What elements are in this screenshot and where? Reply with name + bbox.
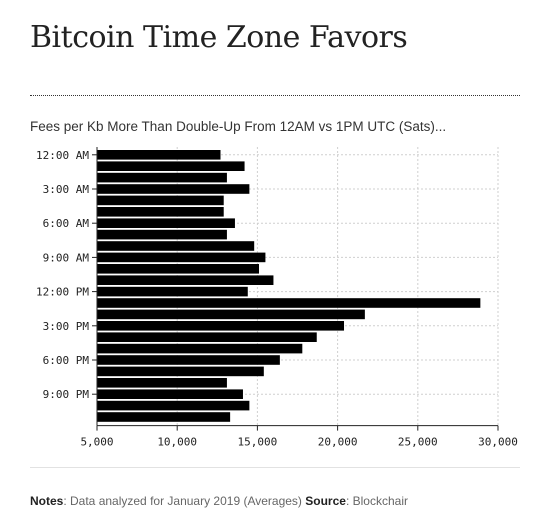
notes-label: Notes <box>30 494 64 508</box>
chart-subtitle: Fees per Kb More Than Double-Up From 12A… <box>30 119 447 134</box>
bar-10-00-pm <box>97 400 250 411</box>
bar-5-00-pm <box>97 343 303 354</box>
x-tick-label: 25,000 <box>398 436 438 449</box>
bar-2-00-pm <box>97 309 365 320</box>
x-tick-label: 10,000 <box>157 436 197 449</box>
bar-11-00-pm <box>97 412 231 422</box>
bar-1-00-pm <box>97 298 481 308</box>
bar-9-00-am <box>97 252 266 263</box>
x-tick-label: 5,000 <box>80 436 113 449</box>
page-title: Bitcoin Time Zone Favors <box>30 20 408 55</box>
y-tick-label: 3:00 AM <box>43 183 90 196</box>
bar-5-00-am <box>97 207 224 217</box>
bar-12-00-am <box>97 150 221 160</box>
x-tick-label: 15,000 <box>238 436 278 449</box>
bar-7-00-pm <box>97 366 264 377</box>
bar-6-00-pm <box>97 355 280 365</box>
y-tick-label: 3:00 PM <box>43 320 90 333</box>
y-tick-label: 9:00 AM <box>43 251 90 264</box>
footer-divider <box>30 467 520 468</box>
bar-4-00-pm <box>97 332 317 342</box>
bar-3-00-am <box>97 184 250 194</box>
bar-chart: 12:00 AM 3:00 AM 6:00 AM 9:00 AM 12:00 PM 3:0… <box>36 147 518 449</box>
bar-8-00-pm <box>97 378 227 388</box>
y-tick-label: 9:00 PM <box>43 388 90 401</box>
title-divider <box>30 95 520 96</box>
bar-4-00-am <box>97 195 224 206</box>
bar-6-00-am <box>97 218 235 228</box>
source-text: : Blockchair <box>345 494 408 508</box>
notes-text: : Data analyzed for January 2019 (Averag… <box>63 494 306 508</box>
y-tick-label: 6:00 AM <box>43 217 90 230</box>
bar-7-00-am <box>97 229 227 240</box>
y-tick-label: 12:00 PM <box>36 286 89 299</box>
chart-notes: Notes: Data analyzed for January 2019 (A… <box>30 494 408 508</box>
bar-11-00-am <box>97 275 274 285</box>
bar-8-00-am <box>97 241 255 251</box>
source-label: Source <box>305 494 346 508</box>
bar-9-00-pm <box>97 389 243 399</box>
x-tick-label: 20,000 <box>318 436 358 449</box>
bar-10-00-am <box>97 264 260 274</box>
x-tick-label: 30,000 <box>478 436 518 449</box>
bar-1-00-am <box>97 161 245 171</box>
y-tick-label: 12:00 AM <box>36 149 89 162</box>
bar-12-00-pm <box>97 286 248 297</box>
bar-2-00-am <box>97 172 227 183</box>
bar-3-00-pm <box>97 321 345 331</box>
y-tick-label: 6:00 PM <box>43 354 90 367</box>
